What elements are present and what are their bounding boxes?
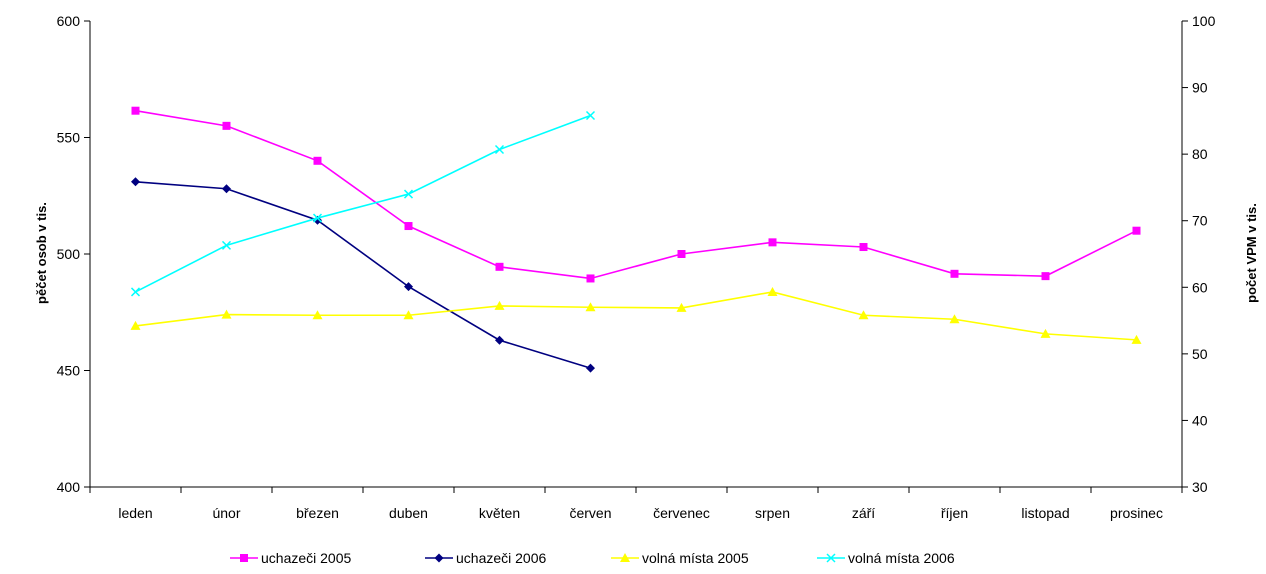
data-point-volna-mista-2006 (221, 240, 232, 250)
data-point-volna-mista-2005 (585, 302, 596, 312)
data-point-volna-mista-2005 (221, 309, 232, 319)
legend-item: uchazeči 2005 (230, 550, 352, 566)
legend-label: uchazeči 2006 (456, 550, 547, 566)
data-point-volna-mista-2005 (676, 302, 687, 312)
data-point-uchazeci-2005 (1132, 226, 1141, 235)
y-right-axis-title: počet VPM v tis. (1244, 203, 1259, 303)
x-tick-label: září (852, 505, 875, 521)
data-point-volna-mista-2005 (130, 320, 141, 330)
data-point-volna-mista-2005 (312, 310, 323, 320)
series-line-uchazeci-2005 (135, 109, 1137, 280)
data-point-uchazeci-2005 (313, 156, 322, 165)
y-right-tick-label: 40 (1192, 412, 1208, 428)
x-tick-label: srpen (755, 505, 790, 521)
y-right-tick-label: 60 (1192, 279, 1208, 295)
x-tick-label: únor (212, 505, 240, 521)
series-line-volna-mista-2006 (135, 114, 591, 293)
data-point-uchazeci-2005 (586, 274, 595, 283)
data-point-uchazeci-2005 (222, 121, 231, 130)
data-point-uchazeci-2005 (677, 250, 686, 258)
x-tick-label: říjen (941, 505, 968, 521)
y-right-tick-label: 80 (1192, 146, 1208, 162)
data-point-volna-mista-2006 (494, 144, 505, 155)
data-point-volna-mista-2005 (858, 310, 869, 320)
legend-label: uchazeči 2005 (261, 550, 352, 566)
data-point-volna-mista-2005 (949, 314, 960, 324)
data-point-volna-mista-2006 (130, 287, 141, 297)
data-point-uchazeci-2006 (404, 282, 413, 292)
y-right-tick-label: 70 (1192, 213, 1208, 229)
legend-marker (620, 553, 630, 562)
legend-item: volná místa 2005 (611, 550, 749, 566)
data-point-volna-mista-2005 (1131, 334, 1142, 344)
data-point-uchazeci-2005 (768, 238, 777, 247)
x-tick-label: prosinec (1110, 505, 1163, 521)
y-right-tick-label: 90 (1192, 80, 1208, 96)
data-point-uchazeci-2006 (222, 184, 231, 194)
data-point-uchazeci-2006 (586, 363, 595, 373)
series-line-volna-mista-2005 (135, 291, 1137, 341)
data-point-uchazeci-2006 (495, 335, 504, 345)
data-point-uchazeci-2005 (859, 243, 868, 252)
y-left-tick-label: 600 (57, 13, 81, 29)
legend-label: volná místa 2006 (848, 550, 955, 566)
legend-marker (826, 553, 836, 563)
legend-marker (434, 553, 444, 563)
y-right-tick-label: 50 (1192, 346, 1208, 362)
data-point-uchazeci-2006 (131, 177, 140, 187)
data-point-volna-mista-2006 (312, 213, 323, 223)
legend-marker (240, 554, 248, 562)
data-point-volna-mista-2006 (403, 189, 414, 199)
data-point-uchazeci-2005 (131, 106, 140, 115)
x-tick-label: březen (296, 505, 339, 521)
y-right-tick-label: 100 (1192, 13, 1216, 29)
data-point-volna-mista-2005 (1040, 328, 1051, 338)
y-left-tick-label: 500 (57, 246, 81, 262)
data-point-volna-mista-2005 (403, 310, 414, 320)
series-line-uchazeci-2006 (135, 180, 591, 369)
legend-label: volná místa 2005 (642, 550, 749, 566)
x-tick-label: leden (118, 505, 152, 521)
data-point-volna-mista-2005 (494, 300, 505, 310)
data-point-uchazeci-2005 (404, 222, 413, 231)
data-point-uchazeci-2005 (1041, 272, 1050, 281)
y-left-tick-label: 550 (57, 130, 81, 146)
legend-item: uchazeči 2006 (425, 550, 547, 566)
y-left-axis-title: pěčet osob v tis. (34, 202, 49, 304)
y-right-tick-label: 30 (1192, 479, 1208, 495)
data-point-uchazeci-2005 (950, 269, 959, 278)
data-point-volna-mista-2006 (585, 111, 596, 121)
x-tick-label: duben (389, 505, 428, 521)
data-point-uchazeci-2005 (495, 262, 504, 271)
legend-item: volná místa 2006 (817, 550, 955, 566)
x-tick-label: červenec (653, 505, 710, 521)
x-tick-label: květen (479, 505, 520, 521)
x-tick-label: červen (569, 505, 611, 521)
y-left-tick-label: 450 (57, 363, 81, 379)
y-left-tick-label: 400 (57, 479, 81, 495)
x-tick-label: listopad (1021, 505, 1069, 521)
data-point-volna-mista-2005 (767, 286, 778, 296)
